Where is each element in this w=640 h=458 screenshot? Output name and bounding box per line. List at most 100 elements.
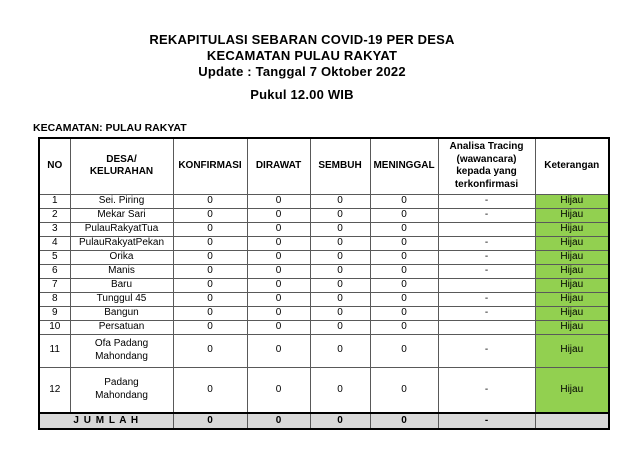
table-row: 12 Padang Mahondang 0 0 0 0 - Hijau	[38, 366, 610, 414]
footer-konfirmasi-total: 0	[172, 412, 248, 430]
cell-desa: Baru	[69, 277, 174, 293]
cell-desa: Padang Mahondang	[69, 366, 174, 414]
cell-dirawat: 0	[246, 263, 311, 279]
cell-sembuh: 0	[309, 221, 371, 237]
cell-desa: Sei. Piring	[69, 193, 174, 209]
status-badge: Hijau	[534, 366, 610, 414]
cell-sembuh: 0	[309, 235, 371, 251]
cell-dirawat: 0	[246, 249, 311, 265]
cell-dirawat: 0	[246, 193, 311, 209]
cell-konfirmasi: 0	[172, 193, 248, 209]
cell-tracing: -	[437, 193, 536, 209]
cell-no: 8	[38, 291, 71, 307]
cell-konfirmasi: 0	[172, 277, 248, 293]
cell-meninggal: 0	[369, 221, 439, 237]
cell-no: 12	[38, 366, 71, 414]
status-badge: Hijau	[534, 333, 610, 368]
cell-konfirmasi: 0	[172, 291, 248, 307]
cell-konfirmasi: 0	[172, 305, 248, 321]
cell-konfirmasi: 0	[172, 207, 248, 223]
status-badge: Hijau	[534, 207, 610, 223]
cell-dirawat: 0	[246, 207, 311, 223]
cell-sembuh: 0	[309, 305, 371, 321]
cell-tracing	[437, 319, 536, 335]
cell-tracing: -	[437, 207, 536, 223]
cell-dirawat: 0	[246, 366, 311, 414]
cell-desa: Mekar Sari	[69, 207, 174, 223]
table-row: 3 PulauRakyatTua 0 0 0 0 Hijau	[38, 221, 610, 237]
cell-desa: Persatuan	[69, 319, 174, 335]
cell-sembuh: 0	[309, 333, 371, 368]
cell-sembuh: 0	[309, 366, 371, 414]
footer-dirawat-total: 0	[246, 412, 311, 430]
cell-no: 2	[38, 207, 71, 223]
cell-no: 5	[38, 249, 71, 265]
cell-konfirmasi: 0	[172, 221, 248, 237]
status-badge: Hijau	[534, 221, 610, 237]
cell-dirawat: 0	[246, 319, 311, 335]
header-konfirmasi: KONFIRMASI	[172, 137, 248, 195]
cell-dirawat: 0	[246, 277, 311, 293]
cell-meninggal: 0	[369, 277, 439, 293]
status-badge: Hijau	[534, 305, 610, 321]
cell-sembuh: 0	[309, 193, 371, 209]
table-row: 2 Mekar Sari 0 0 0 0 - Hijau	[38, 207, 610, 223]
table-footer-row: J U M L A H 0 0 0 0 -	[38, 412, 610, 430]
table-row: 10 Persatuan 0 0 0 0 Hijau	[38, 319, 610, 335]
table-row: 9 Bangun 0 0 0 0 - Hijau	[38, 305, 610, 321]
cell-dirawat: 0	[246, 235, 311, 251]
table-row: 6 Manis 0 0 0 0 - Hijau	[38, 263, 610, 279]
cell-no: 1	[38, 193, 71, 209]
header-analisa-tracing: Analisa Tracing (wawancara) kepada yang …	[437, 137, 536, 195]
cell-tracing: -	[437, 263, 536, 279]
cell-konfirmasi: 0	[172, 366, 248, 414]
cell-no: 9	[38, 305, 71, 321]
cell-meninggal: 0	[369, 193, 439, 209]
cell-konfirmasi: 0	[172, 263, 248, 279]
cell-konfirmasi: 0	[172, 333, 248, 368]
cell-no: 3	[38, 221, 71, 237]
cell-tracing: -	[437, 333, 536, 368]
cell-no: 11	[38, 333, 71, 368]
cell-meninggal: 0	[369, 263, 439, 279]
cell-meninggal: 0	[369, 319, 439, 335]
cell-desa: Orika	[69, 249, 174, 265]
cell-sembuh: 0	[309, 319, 371, 335]
status-badge: Hijau	[534, 319, 610, 335]
cell-tracing: -	[437, 249, 536, 265]
cell-konfirmasi: 0	[172, 235, 248, 251]
report-title-line1: REKAPITULASI SEBARAN COVID-19 PER DESA	[149, 32, 455, 47]
cell-no: 4	[38, 235, 71, 251]
header-desa-kelurahan: DESA/ KELURAHAN	[69, 137, 174, 195]
table-row: 11 Ofa Padang Mahondang 0 0 0 0 - Hijau	[38, 333, 610, 368]
report-title-line4: Pukul 12.00 WIB	[250, 87, 354, 102]
status-badge: Hijau	[534, 193, 610, 209]
cell-desa: Bangun	[69, 305, 174, 321]
cell-dirawat: 0	[246, 305, 311, 321]
table-row: 5 Orika 0 0 0 0 - Hijau	[38, 249, 610, 265]
cell-desa: Ofa Padang Mahondang	[69, 333, 174, 368]
cell-dirawat: 0	[246, 333, 311, 368]
header-dirawat: DIRAWAT	[246, 137, 311, 195]
cell-desa: Manis	[69, 263, 174, 279]
table-row: 7 Baru 0 0 0 0 Hijau	[38, 277, 610, 293]
table-row: 8 Tunggul 45 0 0 0 0 - Hijau	[38, 291, 610, 307]
cell-tracing: -	[437, 305, 536, 321]
cell-meninggal: 0	[369, 207, 439, 223]
report-title-line2: KECAMATAN PULAU RAKYAT	[206, 48, 398, 63]
cell-dirawat: 0	[246, 291, 311, 307]
status-badge: Hijau	[534, 249, 610, 265]
cell-sembuh: 0	[309, 249, 371, 265]
status-badge: Hijau	[534, 263, 610, 279]
cell-no: 10	[38, 319, 71, 335]
cell-konfirmasi: 0	[172, 319, 248, 335]
cell-tracing: -	[437, 291, 536, 307]
footer-jumlah-label: J U M L A H	[38, 412, 174, 430]
header-sembuh: SEMBUH	[309, 137, 371, 195]
cell-meninggal: 0	[369, 249, 439, 265]
cell-no: 7	[38, 277, 71, 293]
report-title-line3: Update : Tanggal 7 Oktober 2022	[198, 64, 406, 79]
cell-tracing	[437, 221, 536, 237]
cell-dirawat: 0	[246, 221, 311, 237]
